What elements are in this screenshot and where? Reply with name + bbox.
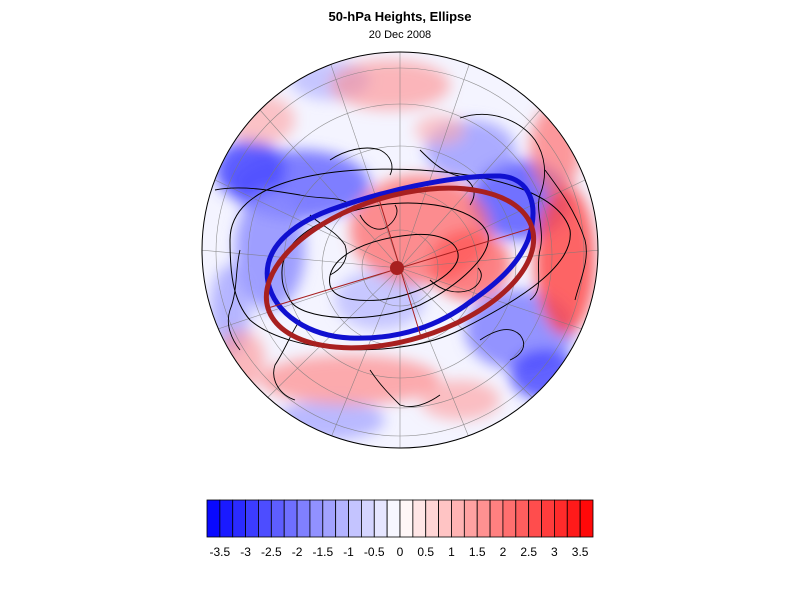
colorbar-tick-label: -1.5 [312, 545, 333, 559]
colorbar-tick-label: 1.5 [469, 545, 486, 559]
map-title: 50-hPa Heights, Ellipse [328, 9, 472, 24]
colorbar-bin [515, 499, 530, 538]
colorbar-bin [296, 499, 311, 538]
colorbar-bin [463, 499, 478, 538]
colorbar-bin [412, 499, 427, 538]
colorbar-bin [451, 499, 465, 538]
colorbar-bin [476, 499, 491, 538]
colorbar-bin [245, 499, 259, 538]
colorbar-bin [322, 499, 337, 538]
colorbar-bin [579, 499, 594, 538]
colorbar-bin [386, 499, 401, 538]
colorbar-bin [438, 499, 452, 538]
map-subtitle: 20 Dec 2008 [368, 29, 432, 41]
graticule [202, 52, 598, 448]
colorbar-bin [206, 499, 221, 538]
colorbar-tick-label: -2.5 [261, 545, 282, 559]
colorbar-bin [219, 499, 234, 538]
colorbar-tick-label: 2 [500, 545, 507, 559]
colorbar-bin [309, 499, 324, 538]
colorbar-bin [373, 499, 388, 538]
colorbar-bin [283, 499, 298, 538]
colorbar-bin [270, 499, 285, 538]
colorbar-tick-label: 3.5 [572, 545, 589, 559]
colorbar-tick-label: 2.5 [520, 545, 537, 559]
coastlines [214, 114, 587, 407]
colorbar-tick-label: -1 [343, 545, 354, 559]
ellipse-center-marker [390, 261, 404, 275]
colorbar-tick-label: -0.5 [364, 545, 385, 559]
colorbar-bin [541, 499, 555, 538]
colorbar-bin [528, 499, 542, 538]
colorbar-tick-labels: -3.5 -3 -2.5 -2 -1.5 -1 -0.5 0 0.5 1 1.5 2 2.5 3 3.5 [210, 545, 589, 559]
colorbar-bin [425, 499, 440, 538]
colorbar-bin [554, 499, 568, 538]
globe-disc [202, 52, 598, 448]
colorbar-bin [399, 499, 414, 538]
colorbar-bin [502, 499, 517, 538]
colorbar-tick-label: 3 [551, 545, 558, 559]
colorbar [206, 499, 594, 538]
fitted-ellipse-group [263, 185, 537, 351]
colorbar-bin [258, 499, 272, 538]
vortex-edge [264, 173, 536, 341]
colorbar-tick-label: -2 [292, 545, 303, 559]
colorbar-bin [360, 499, 375, 538]
colorbar-bin [348, 499, 362, 538]
colorbar-tick-label: 1 [448, 545, 455, 559]
colorbar-tick-label: 0 [397, 545, 404, 559]
anomaly-field [210, 60, 595, 440]
colorbar-bin [566, 499, 581, 538]
colorbar-bin [489, 499, 504, 538]
colorbar-tick-label: -3.5 [210, 545, 231, 559]
colorbar-bin [335, 499, 349, 538]
globe-outline [201, 51, 599, 449]
colorbar-tick-label: 0.5 [417, 545, 434, 559]
colorbar-tick-label: -3 [240, 545, 251, 559]
colorbar-bin [232, 499, 247, 538]
